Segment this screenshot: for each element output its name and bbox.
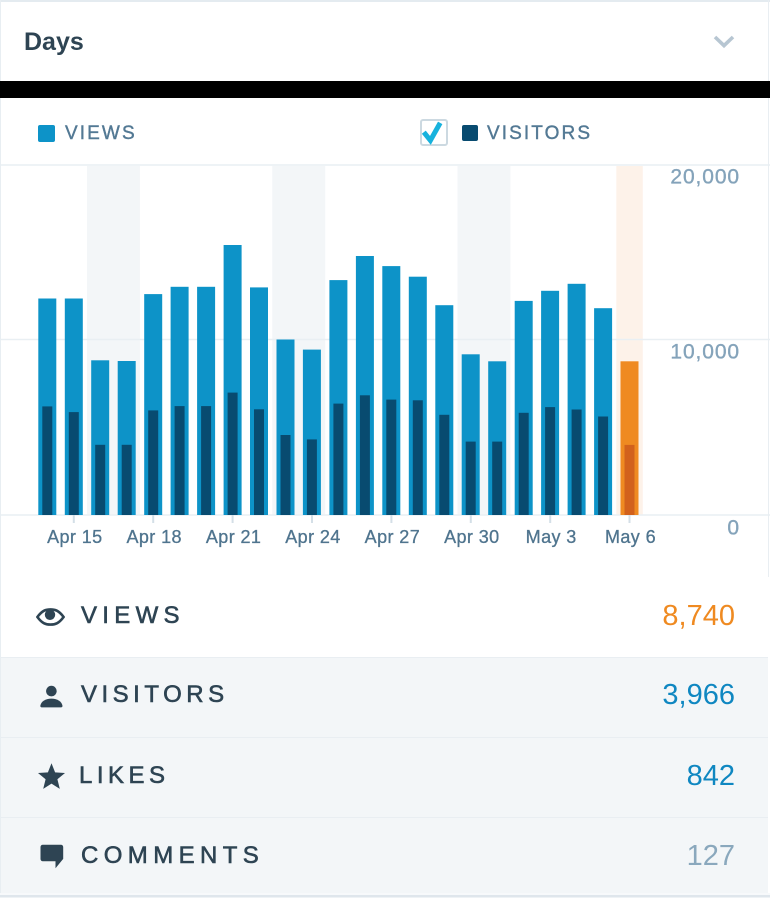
svg-text:May 3: May 3	[526, 527, 577, 547]
svg-text:10,000: 10,000	[670, 341, 740, 364]
svg-text:May 6: May 6	[605, 527, 656, 547]
svg-text:20,000: 20,000	[670, 166, 740, 189]
svg-text:Apr 15: Apr 15	[47, 527, 102, 547]
svg-text:Apr 30: Apr 30	[444, 527, 499, 547]
svg-text:Apr 24: Apr 24	[285, 527, 340, 547]
svg-text:Apr 21: Apr 21	[206, 527, 261, 547]
svg-text:0: 0	[727, 517, 740, 540]
svg-text:Apr 18: Apr 18	[126, 527, 181, 547]
svg-text:Apr 27: Apr 27	[365, 527, 420, 547]
